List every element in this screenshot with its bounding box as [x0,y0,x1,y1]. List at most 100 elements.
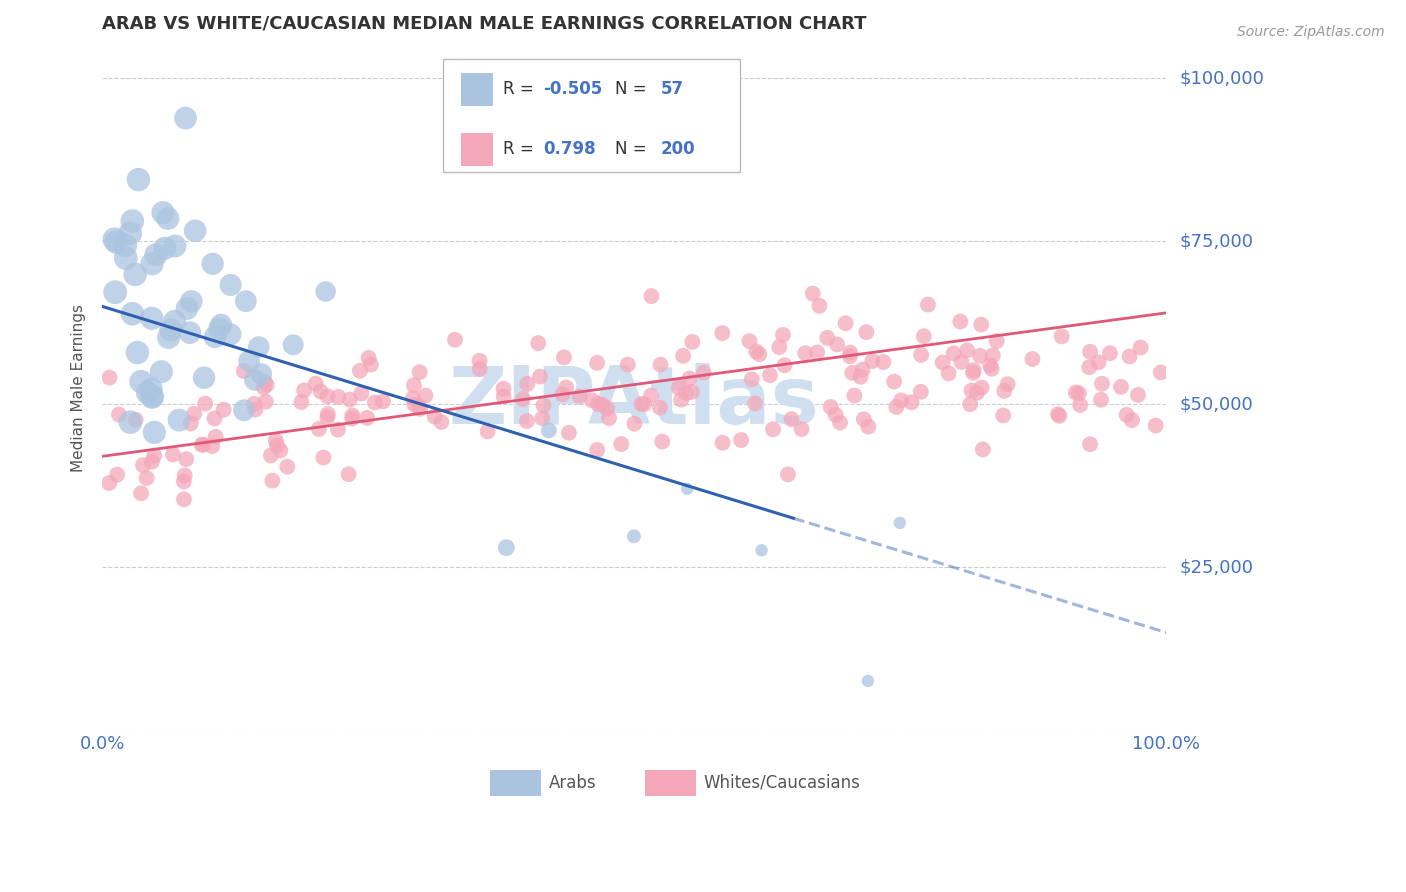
Point [129,486,152,500]
Point [108,408,131,422]
Point [114,238,136,252]
Point [208,321,231,335]
Point [931,355,953,369]
Point [402,391,425,405]
Point [492,382,515,396]
Point [711,435,734,450]
Point [886,400,908,414]
Point [326,423,349,437]
Point [183,407,205,421]
Point [776,467,799,482]
Point [340,411,363,425]
Point [316,407,339,421]
Point [135,471,157,485]
Point [1129,341,1152,355]
Point [152,205,174,219]
Point [245,402,267,417]
Point [191,438,214,452]
Point [219,327,242,342]
Point [883,375,905,389]
Point [762,422,785,436]
Point [167,413,190,427]
Point [1050,329,1073,343]
Point [104,285,127,300]
Point [253,380,276,394]
Point [668,381,690,395]
Text: $75,000: $75,000 [1180,232,1254,251]
Point [630,397,652,411]
Point [120,226,142,240]
Point [315,285,337,299]
Point [969,349,991,363]
Point [163,314,186,328]
Point [852,362,875,376]
Point [669,392,692,407]
Point [970,380,993,394]
Point [741,372,763,386]
Point [127,172,149,186]
Point [586,397,609,411]
Point [238,354,260,368]
Point [516,414,538,428]
Point [262,474,284,488]
Point [828,416,851,430]
Point [591,398,613,412]
Point [675,386,697,401]
Point [839,349,862,363]
Point [157,330,180,344]
FancyBboxPatch shape [461,133,492,166]
Point [121,214,143,228]
Point [986,334,1008,348]
FancyBboxPatch shape [491,771,541,797]
Point [711,326,734,340]
Point [404,398,426,412]
Point [121,307,143,321]
Point [143,425,166,440]
Point [598,411,620,425]
Point [772,327,794,342]
Point [150,365,173,379]
Point [1121,413,1143,427]
Point [555,380,578,394]
Point [328,390,350,404]
Point [773,358,796,372]
Point [256,378,278,392]
Point [970,318,993,332]
Point [162,448,184,462]
Point [342,409,364,423]
Point [174,111,197,125]
Text: 200: 200 [661,140,695,158]
Point [1067,386,1090,401]
Point [956,343,979,358]
Text: 0.798: 0.798 [544,140,596,158]
Point [1150,365,1173,379]
Point [143,449,166,463]
Point [124,413,146,427]
Point [979,358,1001,372]
Text: Whites/Caucasians: Whites/Caucasians [703,773,860,792]
Point [855,325,877,339]
Point [681,384,703,399]
Text: R =: R = [503,140,538,158]
Point [834,316,856,330]
Point [204,430,226,444]
Point [159,323,181,337]
Point [98,370,121,384]
Point [949,314,972,328]
Point [568,389,591,403]
FancyBboxPatch shape [443,60,741,172]
Point [141,455,163,469]
Point [917,297,939,311]
Point [751,543,773,558]
Point [759,368,782,383]
Point [103,232,125,246]
Point [468,353,491,368]
Point [243,397,266,411]
Point [872,355,894,369]
Point [966,385,988,400]
Point [959,397,981,411]
Point [529,369,551,384]
Point [820,400,842,414]
Point [357,351,380,365]
Point [623,529,645,543]
